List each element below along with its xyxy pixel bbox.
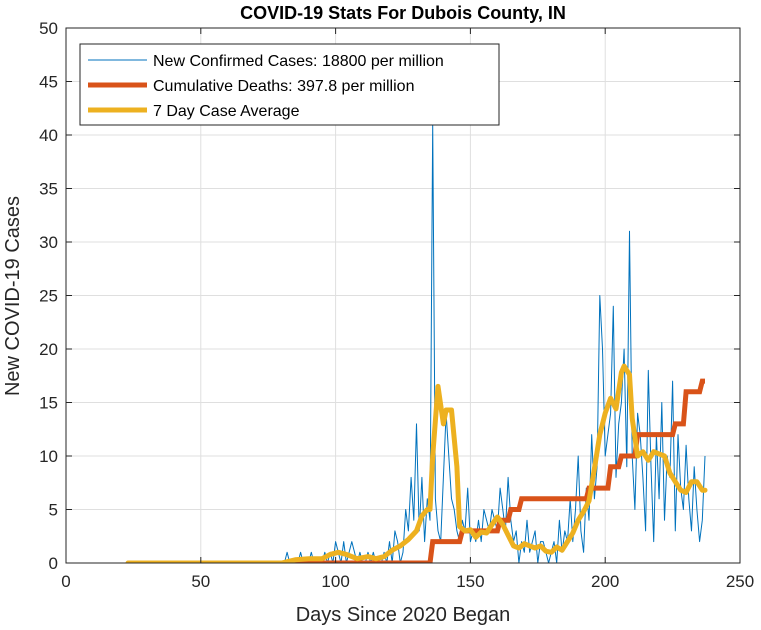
x-tick-label: 50 xyxy=(191,572,210,591)
y-tick-label: 10 xyxy=(39,447,58,466)
y-tick-label: 15 xyxy=(39,394,58,413)
legend-label-7day-avg: 7 Day Case Average xyxy=(153,103,300,120)
y-tick-label: 5 xyxy=(49,501,58,520)
x-tick-label: 150 xyxy=(456,572,484,591)
series-new-cases-line xyxy=(281,123,706,563)
x-axis-label: Days Since 2020 Began xyxy=(296,604,511,626)
series-7day-avg-line xyxy=(125,363,708,563)
y-tick-label: 25 xyxy=(39,287,58,306)
series-layer xyxy=(125,123,708,563)
x-tick-label: 200 xyxy=(591,572,619,591)
x-ticks: 0 50 100 150 200 250 xyxy=(61,28,754,591)
x-tick-label: 100 xyxy=(321,572,349,591)
y-tick-label: 30 xyxy=(39,233,58,252)
y-ticks: 0 5 10 15 20 25 30 35 40 45 50 xyxy=(39,19,740,573)
x-tick-label: 0 xyxy=(61,572,70,591)
y-tick-label: 45 xyxy=(39,73,58,92)
legend-label-deaths: Cumulative Deaths: 397.8 per million xyxy=(153,78,414,95)
series-group xyxy=(125,123,708,563)
legend: New Confirmed Cases: 18800 per million C… xyxy=(79,43,500,126)
chart-title: COVID-19 Stats For Dubois County, IN xyxy=(240,3,566,23)
legend-label-new-cases: New Confirmed Cases: 18800 per million xyxy=(153,53,444,70)
y-tick-label: 0 xyxy=(49,554,58,573)
y-tick-label: 20 xyxy=(39,340,58,359)
y-tick-label: 40 xyxy=(39,126,58,145)
legend-box xyxy=(79,43,500,126)
x-tick-label: 250 xyxy=(726,572,754,591)
y-axis-label: New COVID-19 Cases xyxy=(2,196,24,396)
y-tick-label: 35 xyxy=(39,180,58,199)
y-tick-label: 50 xyxy=(39,19,58,38)
